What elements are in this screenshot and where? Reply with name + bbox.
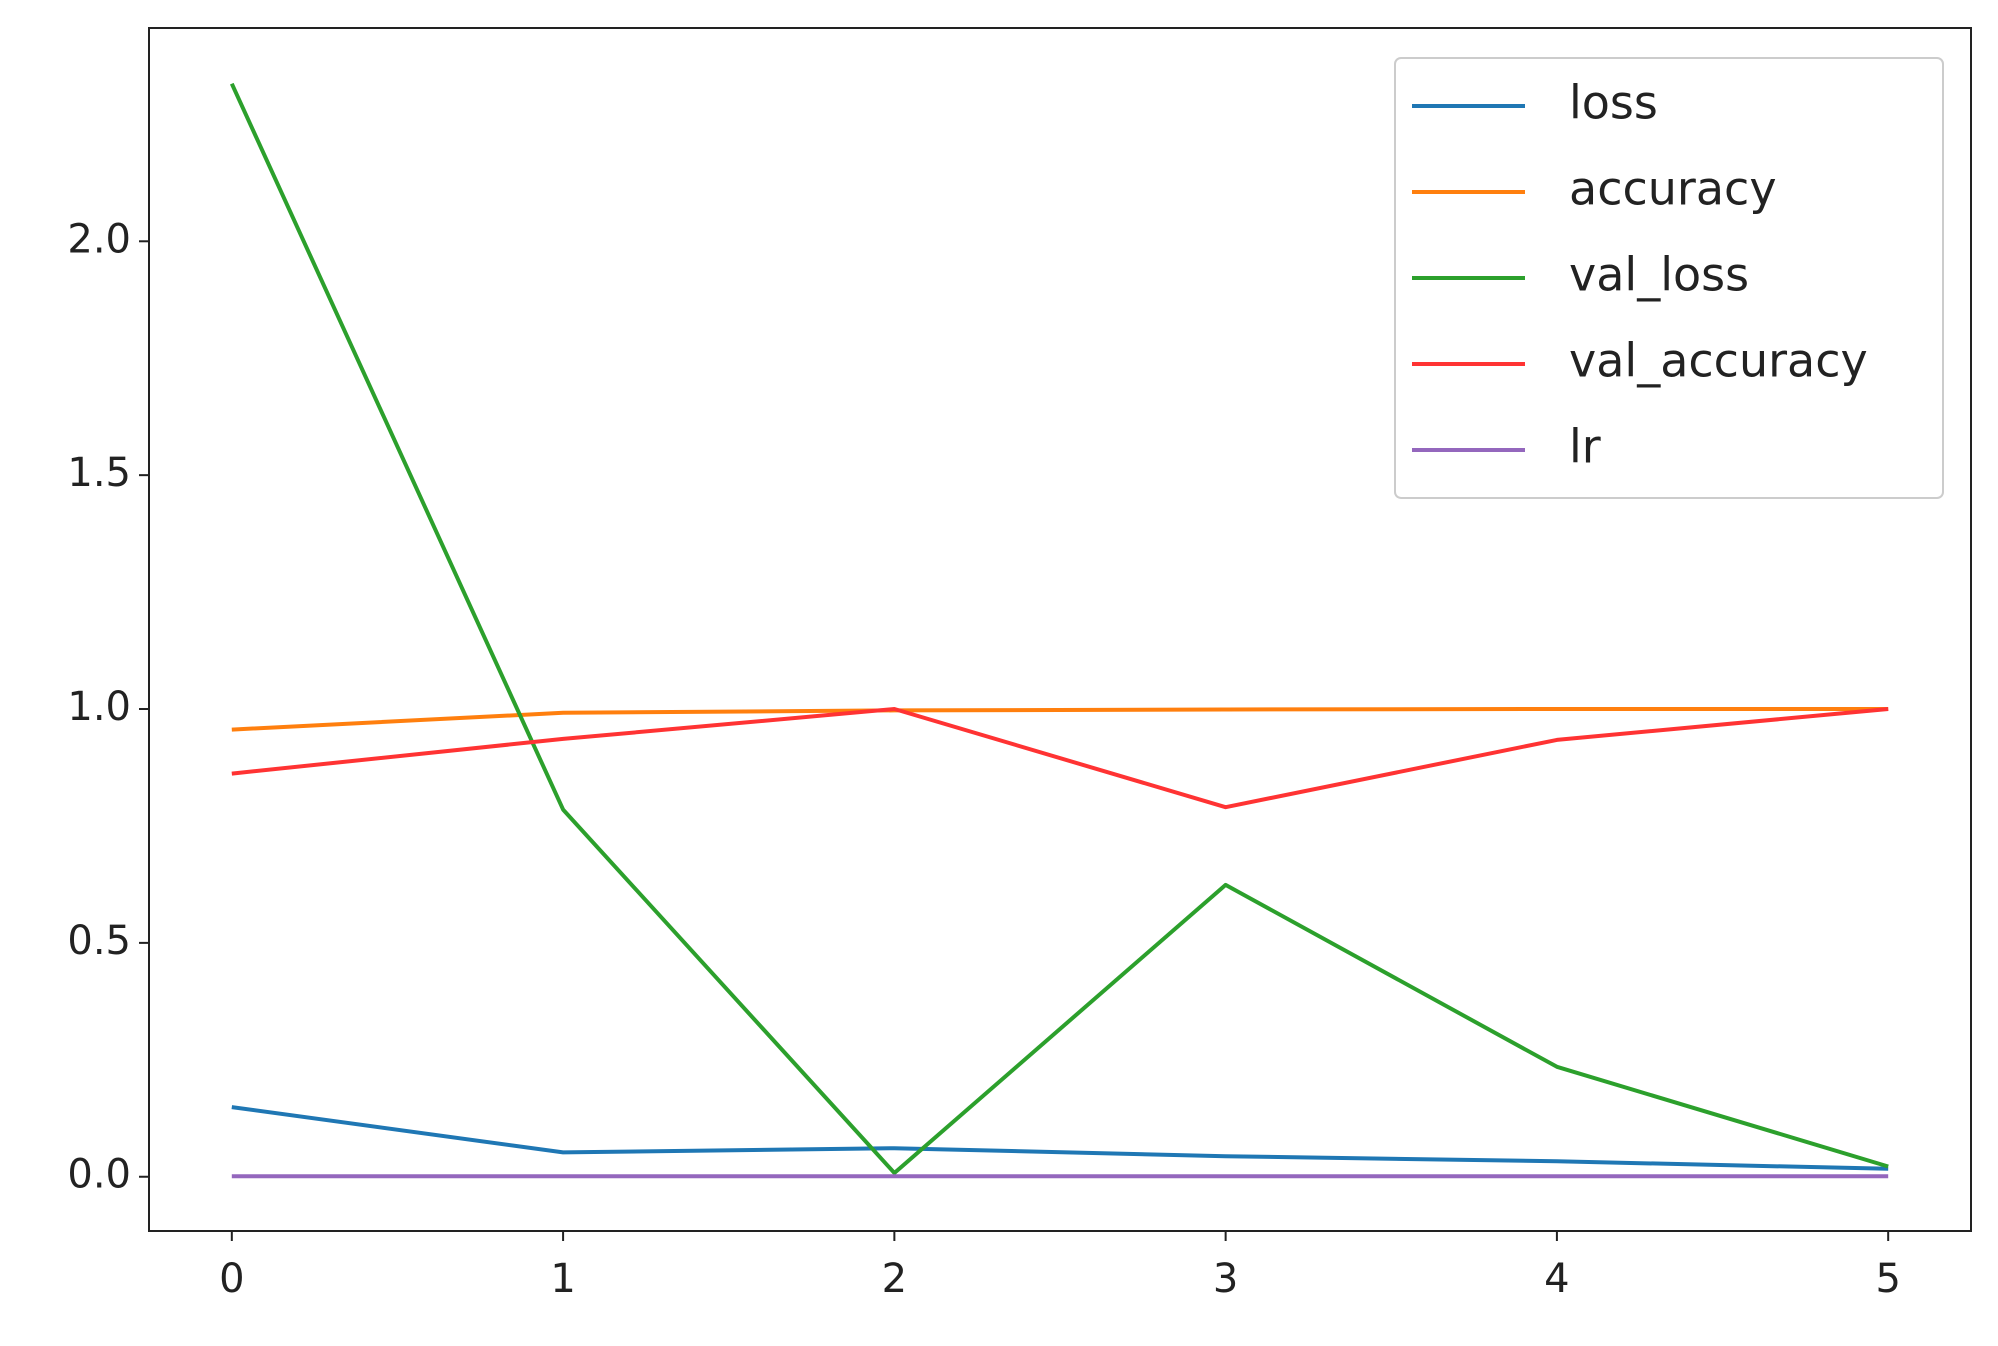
legend-label: loss bbox=[1569, 76, 1658, 130]
series-line bbox=[229, 82, 1889, 1175]
x-tick-label: 1 bbox=[550, 1256, 575, 1302]
x-tick-label: 0 bbox=[219, 1256, 244, 1302]
x-tick-label: 5 bbox=[1875, 1256, 1900, 1302]
legend-box bbox=[1394, 57, 1944, 499]
x-tick-label: 3 bbox=[1213, 1256, 1238, 1302]
x-tick-label: 4 bbox=[1544, 1256, 1569, 1302]
series-line bbox=[231, 707, 1889, 732]
plot-frame bbox=[148, 27, 1972, 1232]
y-tick-label: 0.0 bbox=[67, 1152, 131, 1198]
legend-label: accuracy bbox=[1569, 162, 1777, 216]
y-tick-label: 0.5 bbox=[67, 918, 131, 964]
y-tick-label: 1.0 bbox=[67, 684, 131, 730]
y-tick-label: 2.0 bbox=[67, 216, 131, 262]
legend-label: val_loss bbox=[1569, 248, 1749, 302]
series-line bbox=[231, 1105, 1889, 1171]
legend-label: lr bbox=[1569, 420, 1601, 474]
legend-label: val_accuracy bbox=[1569, 334, 1868, 388]
series-line bbox=[231, 707, 1889, 810]
y-tick-label: 1.5 bbox=[67, 450, 131, 496]
x-tick-label: 2 bbox=[882, 1256, 907, 1302]
